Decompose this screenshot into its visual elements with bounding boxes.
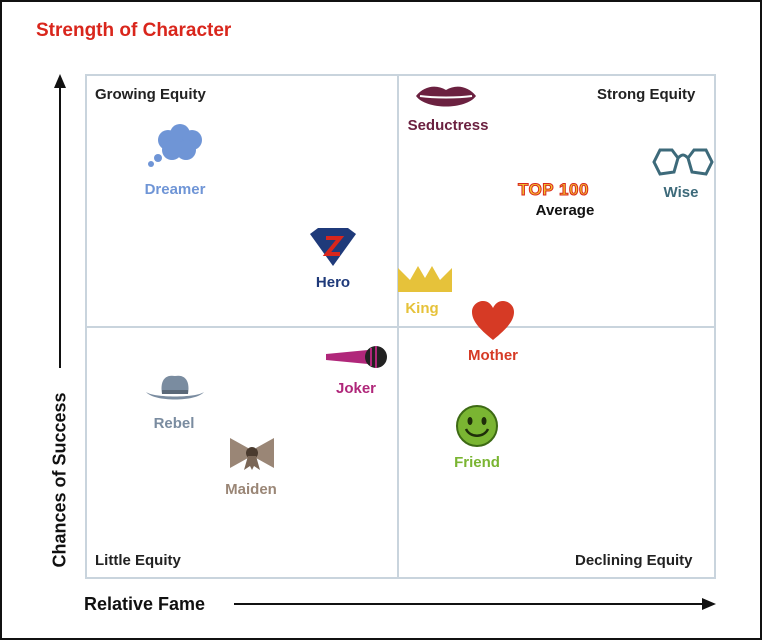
bow-icon [230,438,274,470]
point-label-average: Average [535,202,595,219]
quadrant-label-top-right: Strong Equity [597,86,696,103]
microphone-icon [326,346,387,368]
point-label-seductress: Seductress [407,117,489,134]
quadrant-label-bottom-right: Declining Equity [575,552,693,569]
point-label-friend: Friend [454,454,500,471]
heart-icon [472,301,514,340]
smiley-icon [456,405,498,447]
superhero-emblem-icon [310,228,356,266]
x-axis-label: Relative Fame [84,594,206,614]
point-label-king: King [405,300,439,317]
point-label-joker: Joker [335,380,377,397]
thought-cloud-icon [148,124,202,167]
x-axis-arrowhead [702,598,716,610]
point-label-rebel: Rebel [153,415,195,432]
point-label-wise: Wise [663,184,699,201]
crown-icon [398,266,452,292]
point-label-hero: Hero [315,274,351,291]
chart-title: Strength of Character [36,20,232,41]
point-label-dreamer: Dreamer [144,181,206,198]
y-axis-label: Chances of Success [49,392,70,568]
lips-icon [416,86,476,107]
y-axis-arrowhead [54,74,66,88]
svg-text:TOP 100: TOP 100 [518,180,589,199]
point-label-maiden: Maiden [225,481,277,498]
point-label-mother: Mother [468,347,518,364]
top100-badge: TOP 100 [518,180,589,200]
glasses-icon [652,148,714,176]
cowboy-hat-icon [146,375,204,400]
quadrant-label-bottom-left: Little Equity [95,552,181,569]
quadrant-label-top-left: Growing Equity [95,86,206,103]
